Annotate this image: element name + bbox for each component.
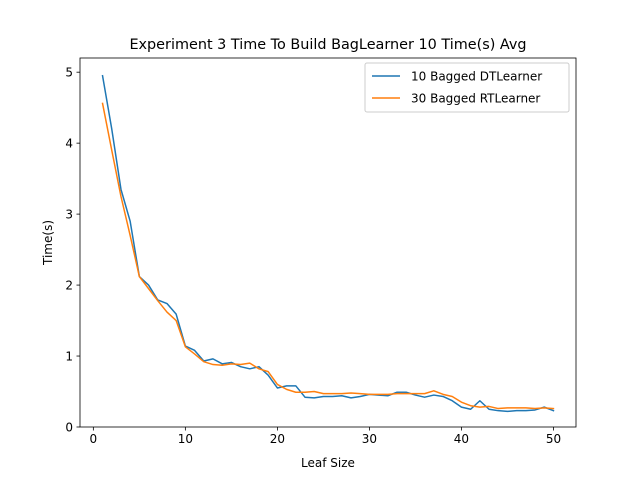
y-tick-label: 3 xyxy=(65,208,73,222)
legend-label-rtlearner: 30 Bagged RTLearner xyxy=(411,92,540,106)
y-tick-label: 0 xyxy=(65,421,73,435)
chart-title: Experiment 3 Time To Build BagLearner 10… xyxy=(129,37,526,53)
x-tick-label: 30 xyxy=(362,432,377,446)
x-axis-label: Leaf Size xyxy=(301,456,355,470)
x-tick-label: 50 xyxy=(546,432,561,446)
x-tick-label: 20 xyxy=(270,432,285,446)
series-line-rtlearner xyxy=(101,102,555,410)
y-axis-label: Time(s) xyxy=(41,220,55,266)
y-axis-ticks: 0 1 2 3 4 5 xyxy=(65,66,80,435)
x-tick-label: 40 xyxy=(454,432,469,446)
x-axis-ticks: 0 10 20 30 40 50 xyxy=(90,427,561,446)
legend-box xyxy=(364,62,570,113)
plot-lines xyxy=(101,74,555,413)
legend-label-dtlearner: 10 Bagged DTLearner xyxy=(411,70,542,84)
series-line-dtlearner xyxy=(101,74,555,413)
plot-area xyxy=(80,58,576,427)
y-tick-label: 4 xyxy=(65,137,73,151)
y-tick-label: 1 xyxy=(65,350,73,364)
legend: 10 Bagged DTLearner 30 Bagged RTLearner xyxy=(364,62,570,113)
plot-frame xyxy=(79,57,577,428)
y-tick-label: 2 xyxy=(65,279,73,293)
y-tick-label: 5 xyxy=(65,66,73,80)
x-tick-label: 10 xyxy=(178,432,193,446)
x-tick-label: 0 xyxy=(90,432,98,446)
